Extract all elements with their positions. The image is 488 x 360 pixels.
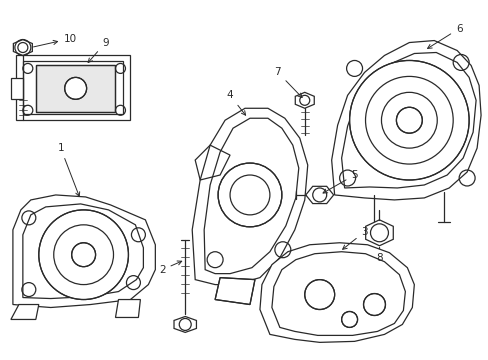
Text: 5: 5 (323, 170, 357, 193)
Polygon shape (305, 186, 333, 203)
Polygon shape (11, 78, 23, 99)
Text: 6: 6 (427, 24, 462, 49)
Text: 2: 2 (159, 261, 182, 275)
Circle shape (64, 77, 86, 99)
Circle shape (349, 60, 468, 180)
Text: 4: 4 (226, 90, 245, 115)
Polygon shape (36, 66, 115, 112)
Polygon shape (16, 55, 130, 120)
Polygon shape (365, 220, 392, 246)
Polygon shape (331, 41, 480, 200)
Polygon shape (174, 316, 196, 332)
Polygon shape (260, 243, 413, 342)
Text: 9: 9 (88, 37, 109, 63)
Circle shape (39, 210, 128, 300)
Circle shape (363, 293, 385, 315)
Text: 7: 7 (274, 67, 302, 98)
Circle shape (72, 243, 95, 267)
Circle shape (341, 311, 357, 328)
Polygon shape (13, 195, 155, 307)
Circle shape (304, 280, 334, 310)
Polygon shape (295, 92, 314, 108)
Polygon shape (11, 305, 39, 319)
Circle shape (396, 107, 422, 133)
Circle shape (218, 163, 281, 227)
Text: 3: 3 (342, 227, 367, 249)
Text: 1: 1 (57, 143, 80, 196)
Polygon shape (215, 278, 254, 305)
Text: 8: 8 (375, 253, 382, 263)
Polygon shape (192, 108, 307, 285)
Polygon shape (115, 300, 140, 318)
Text: 10: 10 (34, 33, 77, 47)
Polygon shape (13, 40, 32, 55)
